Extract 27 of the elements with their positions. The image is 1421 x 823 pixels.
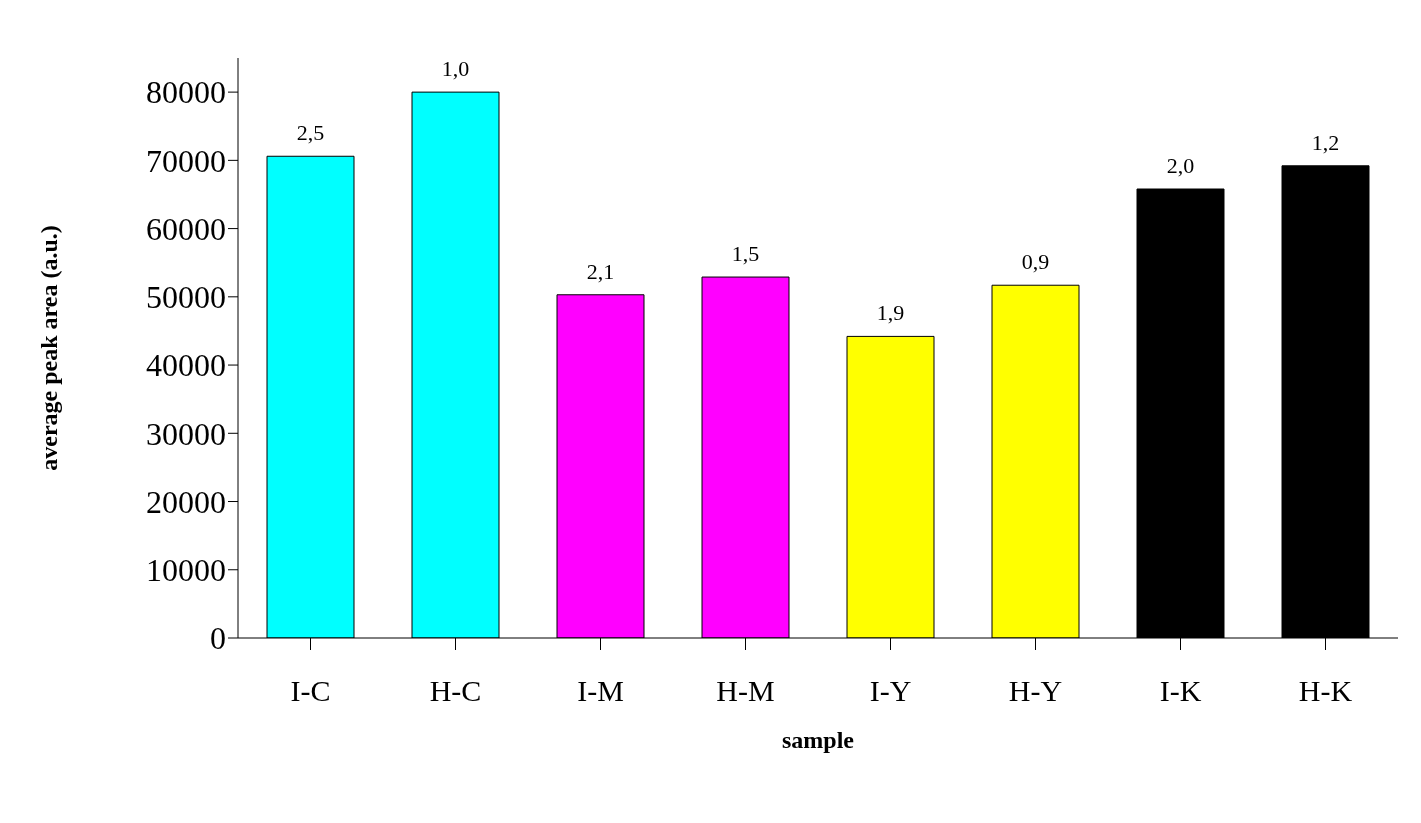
annotation: 2,0 <box>1166 153 1195 179</box>
x-tick-label: I-Y <box>869 674 912 708</box>
x-tick-label: I-C <box>290 674 331 708</box>
y-tick-label: 40000 <box>146 347 226 384</box>
x-tick-label: H-C <box>429 674 482 708</box>
x-tick-label: H-K <box>1298 674 1353 708</box>
annotation: 1,0 <box>441 56 470 82</box>
annotation: 1,2 <box>1311 129 1340 155</box>
annotation: 0,9 <box>1021 249 1050 275</box>
y-tick-label: 10000 <box>146 552 226 589</box>
y-tick-label: 60000 <box>146 210 226 247</box>
y-tick-label: 50000 <box>146 279 226 316</box>
y-tick-label: 0 <box>210 620 226 657</box>
annotation: 2,1 <box>586 258 615 284</box>
x-axis-title: sample <box>782 727 855 753</box>
annotation: 1,5 <box>731 241 760 267</box>
y-tick-label: 30000 <box>146 415 226 452</box>
y-axis-title: average peak area (a.u.) <box>35 225 62 471</box>
x-tick-label: I-M <box>577 674 624 708</box>
y-tick-label: 80000 <box>146 74 226 111</box>
x-tick-label: I-K <box>1159 674 1202 708</box>
annotation: 1,9 <box>876 300 905 326</box>
x-tick-label: H-M <box>716 674 775 708</box>
y-tick-label: 70000 <box>146 142 226 179</box>
annotation: 2,5 <box>296 120 325 146</box>
x-tick-label: H-Y <box>1008 674 1063 708</box>
y-tick-label: 20000 <box>146 483 226 520</box>
